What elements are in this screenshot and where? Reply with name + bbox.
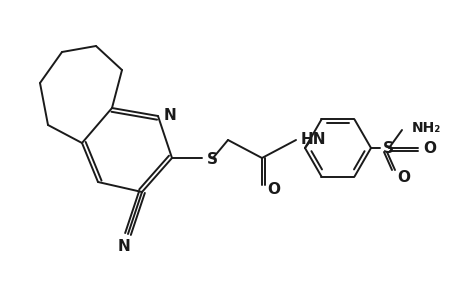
Text: O: O <box>266 182 280 196</box>
Text: HN: HN <box>300 131 326 146</box>
Text: NH₂: NH₂ <box>411 121 440 135</box>
Text: O: O <box>422 140 435 155</box>
Text: O: O <box>396 170 409 185</box>
Text: N: N <box>164 107 176 122</box>
Text: S: S <box>207 152 218 166</box>
Text: S: S <box>382 140 393 155</box>
Text: N: N <box>118 239 130 254</box>
